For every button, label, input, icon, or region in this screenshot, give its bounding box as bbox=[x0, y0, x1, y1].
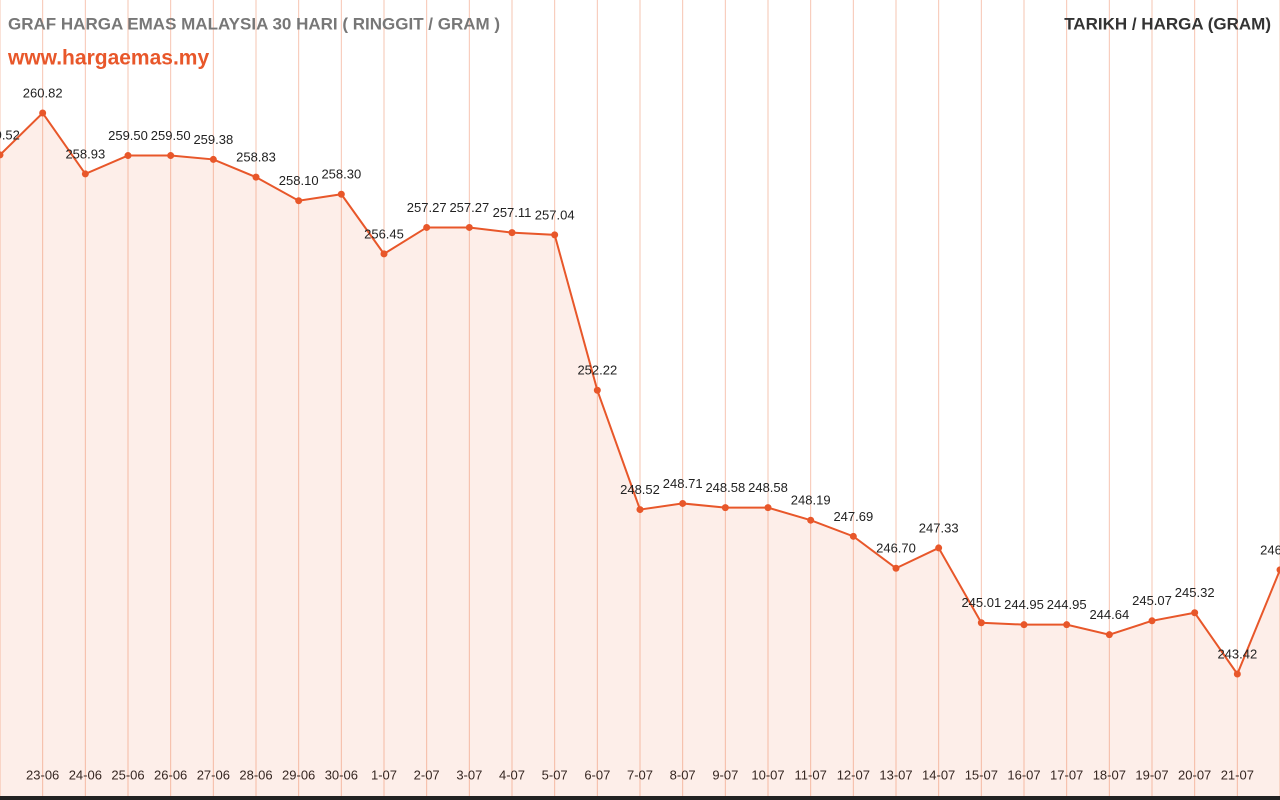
data-label: 258.83 bbox=[236, 150, 276, 165]
x-tick-label: 8-07 bbox=[670, 767, 696, 782]
point bbox=[1233, 670, 1241, 678]
data-label: 258.30 bbox=[321, 167, 361, 182]
data-label: 257.27 bbox=[407, 200, 447, 215]
x-tick-label: 4-07 bbox=[499, 767, 525, 782]
data-label: 245.01 bbox=[961, 595, 1001, 610]
point bbox=[295, 197, 303, 205]
x-tick-label: 11-07 bbox=[795, 767, 827, 782]
point bbox=[209, 155, 217, 163]
x-tick-label: 25-06 bbox=[111, 767, 144, 782]
data-label: 256.45 bbox=[364, 226, 404, 241]
x-tick-label: 13-07 bbox=[879, 767, 912, 782]
chart-title: GRAF HARGA EMAS MALAYSIA 30 HARI ( RINGG… bbox=[8, 14, 500, 33]
point bbox=[849, 532, 857, 540]
point bbox=[721, 504, 729, 512]
point bbox=[1063, 621, 1071, 629]
x-tick-label: 29-06 bbox=[282, 767, 315, 782]
x-tick-label: 24-06 bbox=[69, 767, 102, 782]
point bbox=[337, 190, 345, 198]
x-tick-label: 19-07 bbox=[1135, 767, 1168, 782]
data-label: 259.50 bbox=[151, 128, 191, 143]
data-label: 248.19 bbox=[791, 493, 831, 508]
point bbox=[892, 564, 900, 572]
data-label: 244.95 bbox=[1004, 597, 1044, 612]
x-tick-label: 27-06 bbox=[197, 767, 230, 782]
point bbox=[0, 151, 4, 159]
x-tick-label: 23-06 bbox=[26, 767, 59, 782]
point bbox=[167, 152, 175, 160]
data-label: 260.82 bbox=[23, 85, 63, 100]
x-tick-label: 7-07 bbox=[627, 767, 653, 782]
data-label: 244.64 bbox=[1089, 607, 1129, 622]
chart-subtitle: www.hargaemas.my bbox=[7, 47, 209, 70]
x-tick-label: 14-07 bbox=[922, 767, 955, 782]
point bbox=[252, 173, 260, 181]
point bbox=[81, 170, 89, 178]
data-label: 243.42 bbox=[1217, 646, 1257, 661]
data-label: 258.10 bbox=[279, 173, 319, 188]
point bbox=[764, 504, 772, 512]
area bbox=[0, 113, 1280, 796]
x-tick-label: 15-07 bbox=[965, 767, 998, 782]
data-label: 247.69 bbox=[833, 509, 873, 524]
x-tick-label: 30-06 bbox=[325, 767, 358, 782]
point bbox=[39, 109, 47, 117]
data-label: 258.93 bbox=[65, 146, 105, 161]
point bbox=[1105, 631, 1113, 639]
point bbox=[593, 386, 601, 394]
data-label: 259.50 bbox=[108, 128, 148, 143]
x-tick-label: 6-07 bbox=[584, 767, 610, 782]
data-label: 248.52 bbox=[620, 482, 660, 497]
point bbox=[124, 152, 132, 160]
x-tick-label: 26-06 bbox=[154, 767, 187, 782]
x-tick-label: 16-07 bbox=[1007, 767, 1040, 782]
point bbox=[380, 250, 388, 258]
point bbox=[1020, 621, 1028, 629]
x-tick-label: 21-07 bbox=[1221, 767, 1254, 782]
point bbox=[636, 506, 644, 514]
data-label: 247.33 bbox=[919, 520, 959, 535]
x-tick-label: 12-07 bbox=[837, 767, 870, 782]
data-label: 245.32 bbox=[1175, 585, 1215, 600]
point bbox=[423, 223, 431, 231]
point bbox=[935, 544, 943, 552]
x-tick-label: 9-07 bbox=[712, 767, 738, 782]
x-tick-label: 3-07 bbox=[456, 767, 482, 782]
point bbox=[1148, 617, 1156, 625]
data-label: 257.11 bbox=[493, 205, 532, 220]
data-label: 257.27 bbox=[449, 200, 489, 215]
point bbox=[807, 516, 815, 524]
point bbox=[551, 231, 559, 239]
data-label: 248.58 bbox=[748, 480, 788, 495]
x-tick-label: 5-07 bbox=[542, 767, 568, 782]
point bbox=[977, 619, 985, 627]
point bbox=[1276, 566, 1280, 574]
data-label: 252.22 bbox=[577, 363, 617, 378]
point bbox=[508, 229, 516, 237]
x-tick-label: 17-07 bbox=[1050, 767, 1083, 782]
x-tick-label: 20-07 bbox=[1178, 767, 1211, 782]
data-label: 244.95 bbox=[1047, 597, 1087, 612]
data-label: 259.38 bbox=[193, 132, 233, 147]
point bbox=[1191, 609, 1199, 617]
data-label: 248.58 bbox=[705, 480, 745, 495]
data-label: 246.65 bbox=[1260, 542, 1280, 557]
x-tick-label: 28-06 bbox=[239, 767, 272, 782]
data-label: 259.52 bbox=[0, 127, 20, 142]
data-label: 257.04 bbox=[535, 207, 575, 222]
data-label: 245.07 bbox=[1132, 593, 1172, 608]
x-tick-label: 10-07 bbox=[751, 767, 784, 782]
x-tick-label: 1-07 bbox=[371, 767, 397, 782]
bottom-border bbox=[0, 796, 1280, 800]
data-label: 246.70 bbox=[876, 541, 916, 556]
legend-title: TARIKH / HARGA (GRAM) bbox=[1064, 14, 1271, 33]
point bbox=[679, 499, 687, 507]
x-tick-label: 2-07 bbox=[414, 767, 440, 782]
data-label: 248.71 bbox=[663, 476, 703, 491]
x-tick-label: 18-07 bbox=[1093, 767, 1126, 782]
point bbox=[465, 223, 473, 231]
